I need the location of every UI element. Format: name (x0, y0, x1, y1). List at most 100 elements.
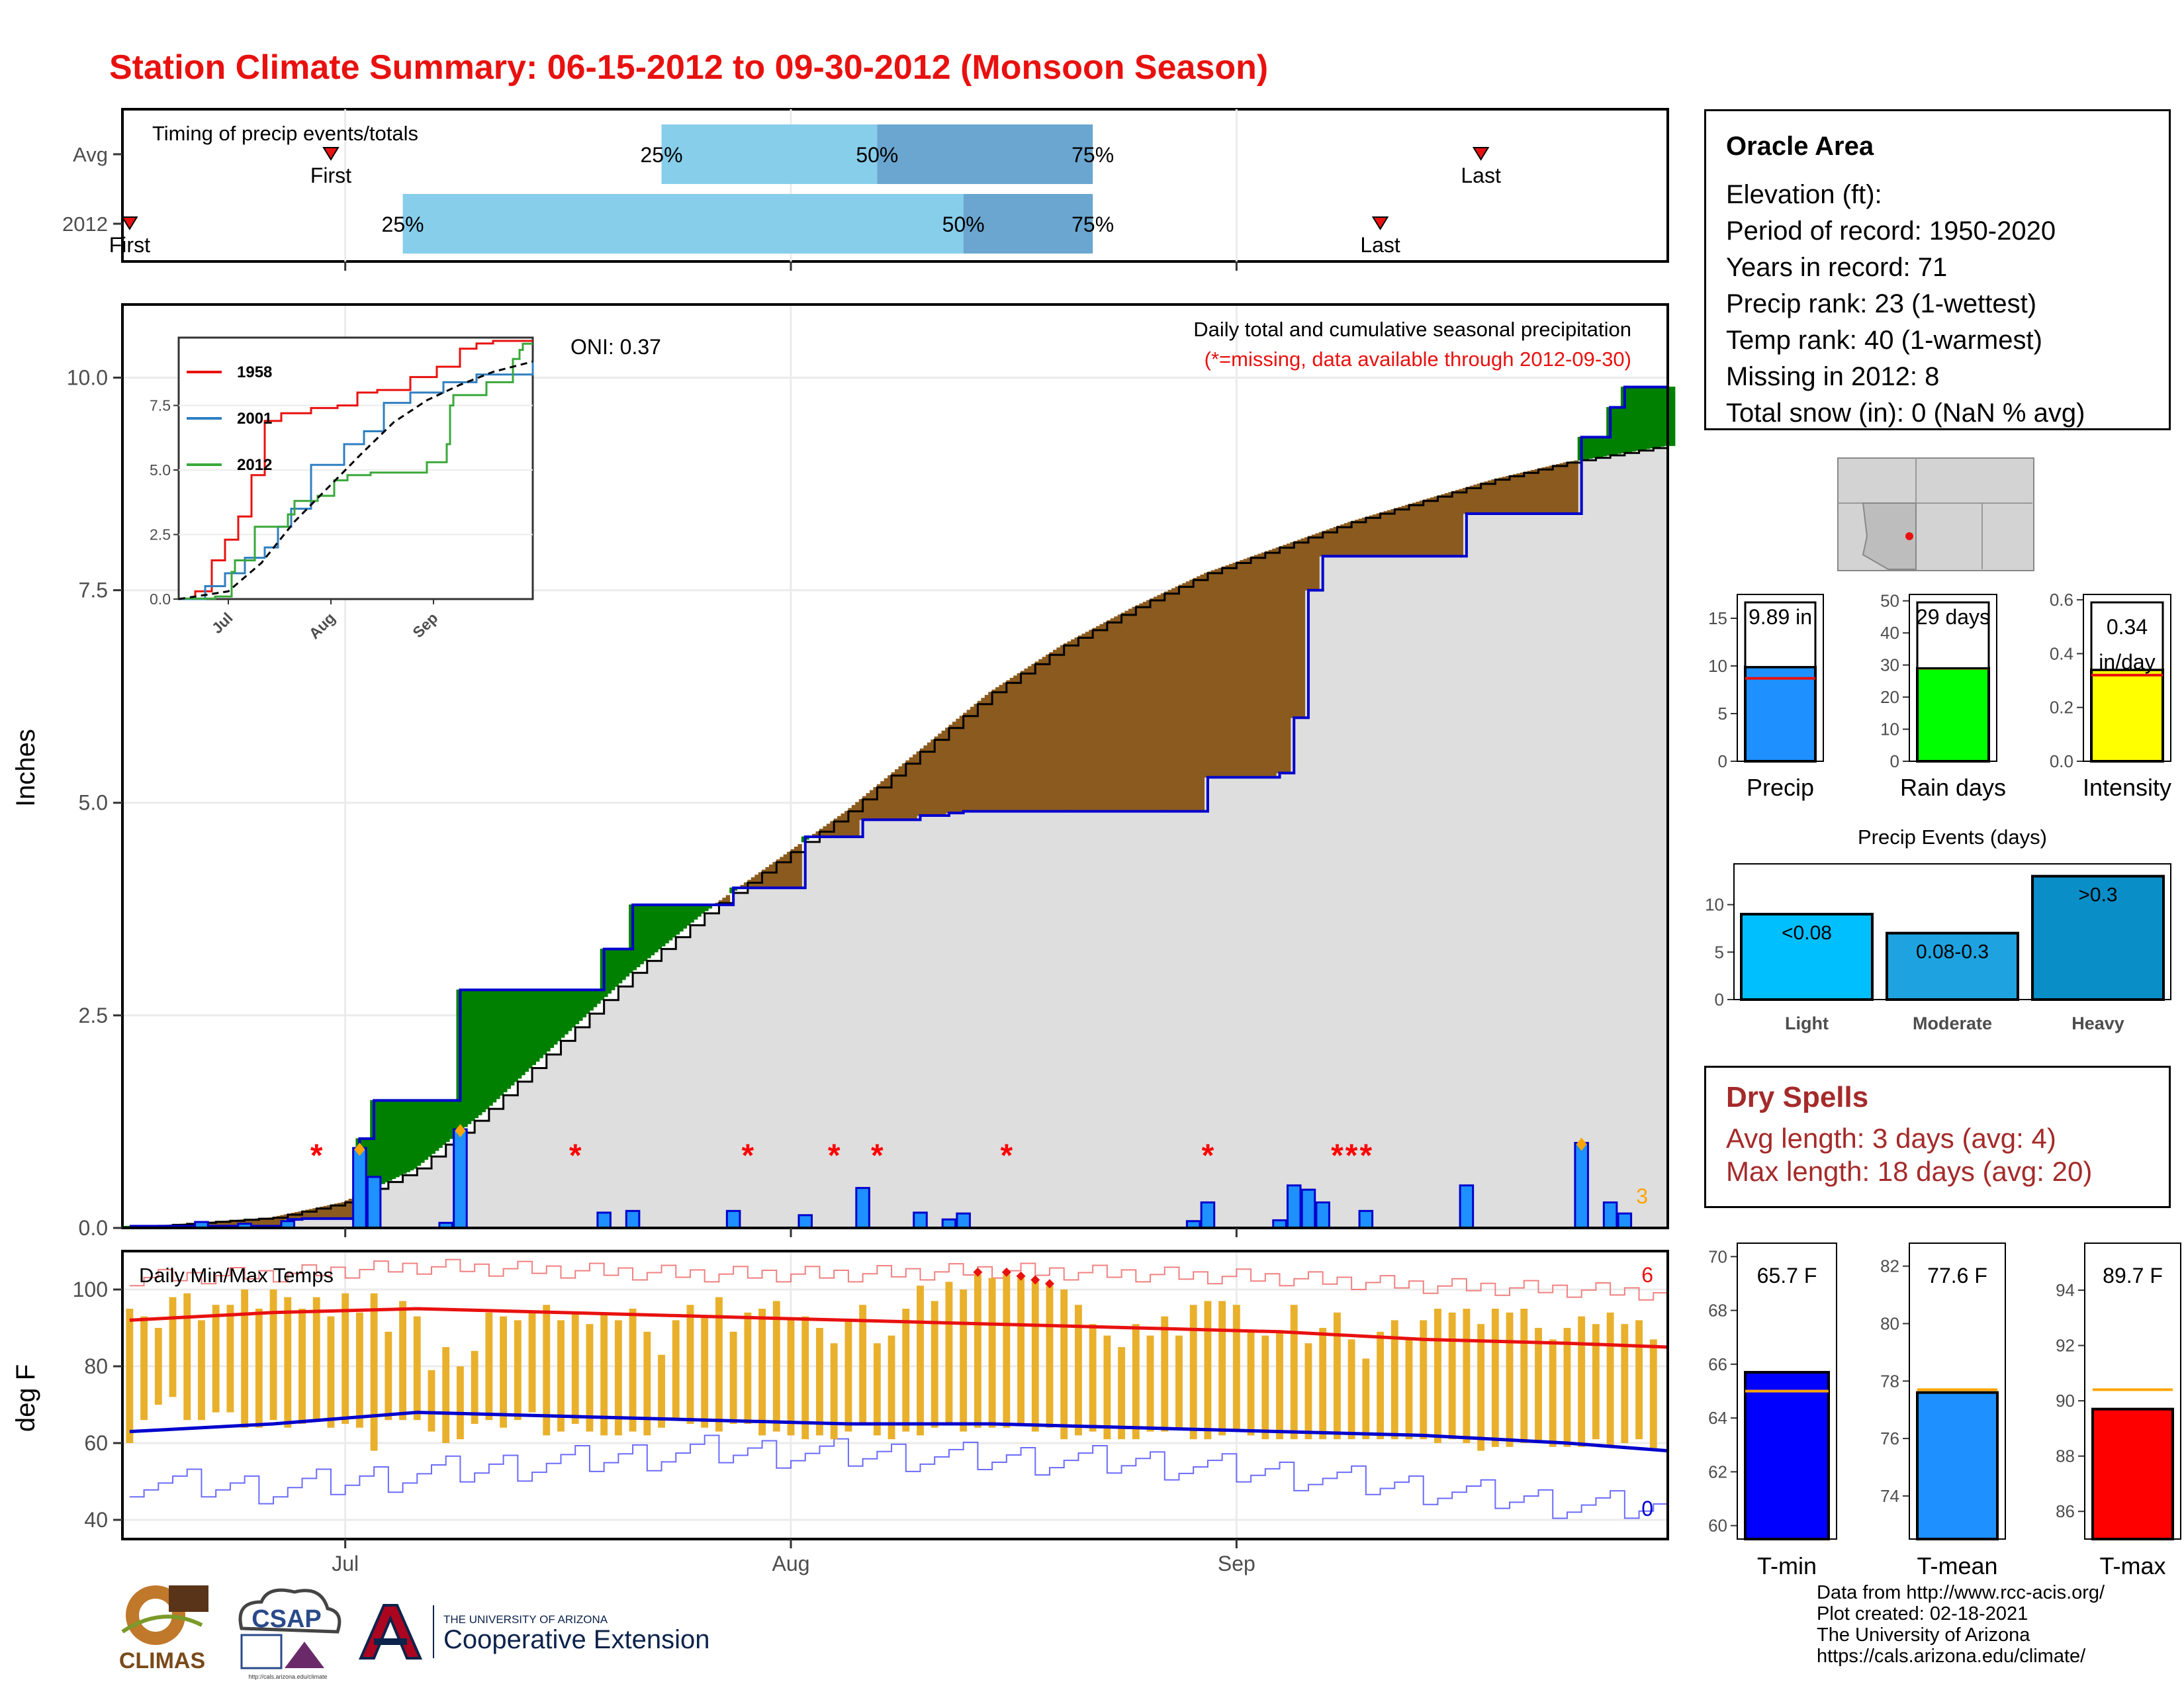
daily-temp-range-bar (1520, 1309, 1528, 1443)
credit-line: The University of Arizona (1817, 1624, 2030, 1646)
month-label: Aug (772, 1552, 810, 1575)
station-info-line: Precip rank: 23 (1-wettest) (1726, 289, 2037, 318)
precip-ytick-label: 0.0 (79, 1216, 108, 1240)
temp-summary-name: T-mean (1917, 1552, 1997, 1579)
dry-spells-box: Dry Spells Avg length: 3 days (avg: 4) M… (1704, 1066, 2171, 1208)
daily-temp-range-bar (1347, 1339, 1355, 1440)
missing-data-marker: * (310, 1138, 323, 1173)
daily-precip-bar (1358, 1209, 1374, 1229)
daily-temp-range-bar (715, 1297, 723, 1432)
timing-row-label: Avg (73, 143, 108, 166)
temperature-summary-bars: 60 62 64 66 68 70 65.7 F T-min 74 76 78 80 82 77.6 F T… (1708, 1243, 2181, 1579)
temp-summary-ytick-label: 68 (1708, 1301, 1727, 1321)
daily-temp-range-bar (1535, 1328, 1542, 1443)
month-label: Sep (1218, 1552, 1255, 1575)
inset-legend-label: 2001 (237, 410, 272, 428)
daily-temp-range-bar (1031, 1282, 1039, 1432)
timing-row-label: 2012 (62, 212, 108, 236)
daily-temp-range-bar (672, 1320, 680, 1421)
extreme-count-label: 3 (1636, 1184, 1648, 1208)
daily-temp-range-bar (701, 1316, 709, 1428)
daily-temp-range-bar (1132, 1324, 1140, 1440)
daily-temp-range-bar (1290, 1305, 1298, 1440)
daily-temp-range-bar (1175, 1335, 1183, 1428)
daily-precip-bar (1315, 1201, 1330, 1229)
avg-cumulative-line (129, 445, 1669, 1229)
daily-temp-range-bar (169, 1297, 177, 1397)
daily-temp-range-bar (557, 1320, 565, 1432)
dry-spells-title: Dry Spells (1726, 1081, 1869, 1113)
daily-temp-range-bar (658, 1354, 665, 1428)
inset-series-line (179, 361, 534, 600)
csap-logo: CSAP http://cals.arizona.edu/climate (238, 1588, 341, 1680)
events-ytick-label: 5 (1715, 942, 1724, 962)
event-category-label: Heavy (2071, 1013, 2124, 1033)
station-info-line: Years in record: 71 (1726, 253, 1948, 282)
daily-precip-bar (797, 1214, 813, 1229)
timing-p50-label: 50% (856, 143, 898, 167)
daily-temp-range-bar (457, 1366, 464, 1440)
event-bar-label: 0.08-0.3 (1916, 941, 1989, 963)
temp-ytick-label: 80 (84, 1354, 108, 1378)
summary-panel-frame (2083, 594, 2171, 762)
missing-data-marker: * (1202, 1138, 1214, 1173)
timing-title: Timing of precip events/totals (152, 122, 418, 145)
summary-ytick-label: 40 (1880, 623, 1899, 643)
climas-logo-text: CLIMAS (119, 1648, 205, 1673)
summary-ytick-label: 10 (1880, 720, 1899, 739)
daily-temp-range-bar (1405, 1339, 1413, 1440)
temp-summary-bar (1744, 1371, 1830, 1540)
daily-precip-bar (1574, 1142, 1589, 1229)
daily-temp-range-bar (284, 1297, 292, 1428)
university-of-arizona-logo: THE UNIVERSITY OF ARIZONA Cooperative Ex… (358, 1604, 709, 1660)
csap-logo-text: CSAP (251, 1605, 322, 1633)
station-location-dot (1905, 532, 1913, 540)
temp-summary-ytick-label: 90 (2056, 1391, 2075, 1411)
temp-ytick-label: 60 (84, 1431, 108, 1455)
station-info-box: Oracle Area Elevation (ft): Period of rec… (1704, 109, 2171, 430)
daily-temp-range-bar (1261, 1335, 1269, 1440)
daily-temp-range-bar (1377, 1331, 1385, 1440)
ua-small-text: THE UNIVERSITY OF ARIZONA (443, 1613, 608, 1626)
summary-label-box (1916, 601, 1990, 669)
daily-temp-range-bar (140, 1316, 148, 1421)
summary-value-label: 0.34 (2107, 615, 2148, 639)
csap-logo-url: http://cals.arizona.edu/climate (248, 1673, 327, 1680)
daily-temp-range-bar (543, 1305, 551, 1436)
daily-temp-range-bar (787, 1320, 795, 1436)
daily-temp-range-bar (614, 1320, 622, 1436)
precip-frame (121, 303, 1669, 1229)
record-high-marker (1045, 1279, 1054, 1289)
station-lines: Elevation (ft): Period of record: 1950-20… (1726, 177, 2149, 432)
daily-temp-range-bar (1319, 1328, 1327, 1440)
daily-temp-range-bar (312, 1297, 320, 1421)
events-title: Precip Events (days) (1858, 825, 2047, 849)
summary-bar-name: Intensity (2083, 774, 2171, 801)
timing-p75-label: 75% (1071, 143, 1114, 167)
record-high-marker (973, 1267, 983, 1277)
temp-summary-ytick-label: 60 (1708, 1516, 1727, 1536)
temp-summary-ytick-label: 66 (1708, 1354, 1727, 1374)
daily-temp-range-bar (1333, 1312, 1341, 1440)
daily-precip-bar (1286, 1184, 1302, 1229)
inset-ytick-label: 0.0 (150, 590, 171, 608)
inset-frame (177, 336, 534, 600)
record-max-count: 6 (1641, 1263, 1653, 1287)
temp-summary-ytick-label: 78 (1880, 1371, 1899, 1391)
daily-temp-range-bar (902, 1309, 910, 1432)
precip-ytick-label: 2.5 (79, 1004, 108, 1027)
temp-summary-ytick-label: 88 (2056, 1446, 2075, 1466)
missing-data-marker: * (1345, 1138, 1358, 1173)
daily-precip-bar (1200, 1201, 1216, 1229)
daily-temp-range-bar (1204, 1301, 1212, 1440)
daily-temp-range-bar (126, 1309, 134, 1443)
daily-temp-range-bar (629, 1309, 637, 1432)
event-bar (1886, 931, 2019, 1001)
daily-temp-range-bar (931, 1301, 938, 1428)
daily-precip-bar (366, 1176, 382, 1229)
summary-ytick-label: 0.2 (2050, 698, 2073, 718)
precip-ytick-label: 10.0 (67, 365, 108, 389)
daily-temp-range-bar (327, 1316, 335, 1428)
avg-max-temp-line (129, 1307, 1668, 1349)
